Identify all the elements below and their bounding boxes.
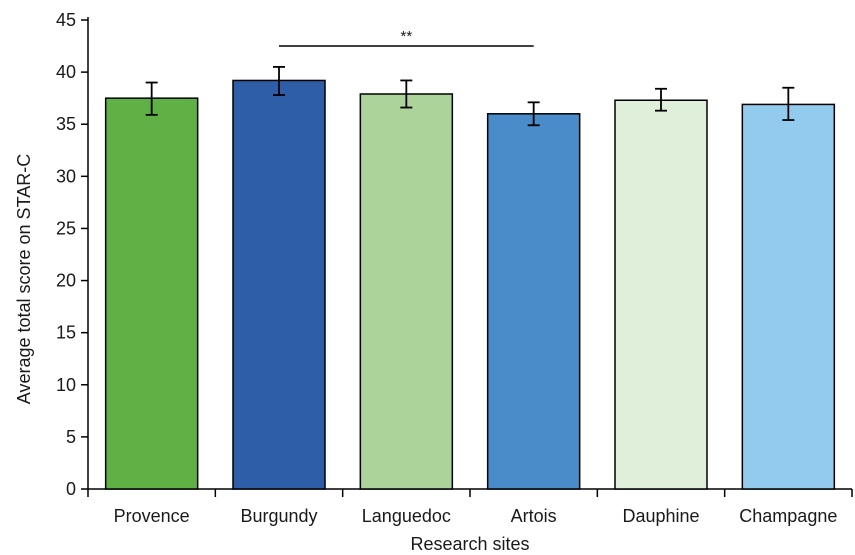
bar-champagne [741, 103, 836, 490]
x-tick-label: Provence [114, 506, 190, 526]
y-axis: 0 5 10 15 20 25 30 35 40 45 [56, 10, 89, 499]
y-tick-label: 5 [66, 427, 76, 447]
y-tick-label: 15 [56, 323, 76, 343]
error-bar-languedoc [400, 79, 413, 109]
y-axis-title: Average total score on STAR-C [14, 154, 34, 404]
x-axis-title: Research sites [410, 534, 529, 554]
x-tick-label: Burgundy [240, 506, 317, 526]
bar-dauphine [614, 99, 708, 490]
y-tick-label: 0 [66, 479, 76, 499]
x-tick-label: Languedoc [362, 506, 451, 526]
error-bars-group [145, 66, 795, 127]
x-tick-label: Artois [511, 506, 557, 526]
y-tick-label: 10 [56, 375, 76, 395]
bars-group [104, 79, 836, 490]
error-bar-artois [527, 101, 540, 127]
significance-label: ** [400, 28, 412, 45]
x-tick-label: Champagne [739, 506, 837, 526]
bar-artois [486, 113, 581, 490]
y-tick-label: 20 [56, 271, 76, 291]
x-tick-label: Dauphine [622, 506, 699, 526]
error-bar-dauphine [655, 87, 667, 112]
bar-burgundy [232, 79, 326, 490]
y-tick-label: 25 [56, 218, 76, 238]
y-tick-label: 45 [56, 10, 76, 30]
bar-languedoc [359, 93, 454, 490]
error-bar-champagne [782, 86, 795, 121]
error-bar-provence [145, 81, 158, 116]
bar-provence [104, 97, 199, 490]
error-bar-burgundy [273, 66, 285, 96]
significance-group: ** [279, 28, 534, 47]
x-axis: Provence Burgundy Languedoc Artois Dauphine C… [87, 488, 853, 526]
y-tick-label: 40 [56, 62, 76, 82]
y-tick-label: 30 [56, 166, 76, 186]
y-tick-label: 35 [56, 114, 76, 134]
